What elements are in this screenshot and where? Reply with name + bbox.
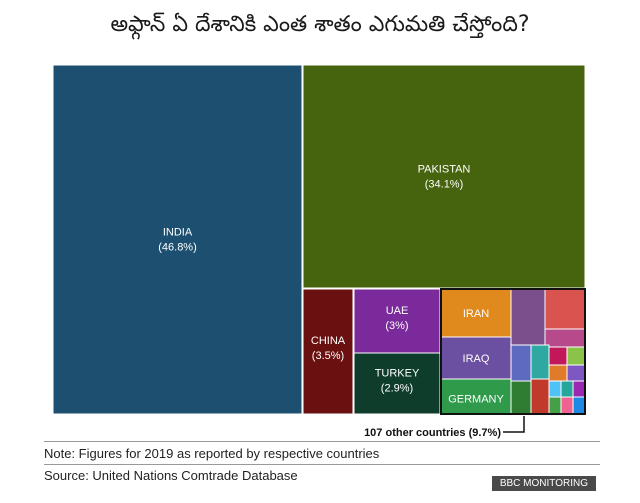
other-countries-label: 107 other countries (9.7%): [364, 427, 501, 439]
other-country-cell: [548, 396, 562, 415]
treemap-label-iraq: IRAQ: [463, 353, 490, 365]
treemap-label-pakistan: PAKISTAN: [418, 164, 471, 176]
other-country-cell: [548, 346, 568, 366]
other-countries-outline: [440, 288, 586, 415]
chart-source: Source: United Nations Comtrade Database: [44, 468, 298, 483]
other-country-cell: [572, 380, 586, 398]
treemap-cell-pakistan: [302, 64, 586, 289]
other-country-cell: [548, 380, 562, 398]
other-country-cell: [530, 378, 550, 415]
treemap-value-uae: (3%): [385, 320, 408, 332]
other-country-cell: [566, 346, 586, 366]
other-country-cell: [544, 328, 586, 348]
treemap-label-turkey: TURKEY: [375, 367, 420, 379]
treemap-cell-india: [52, 64, 303, 415]
treemap-cell-uae: [353, 288, 441, 354]
divider-top: [44, 441, 600, 442]
other-country-cell: [544, 288, 586, 330]
other-country-cell: [566, 364, 586, 382]
other-country-cell: [560, 380, 574, 398]
other-country-cell: [510, 380, 532, 415]
treemap-label-iran: IRAN: [463, 308, 489, 320]
treemap-label-india: INDIA: [163, 227, 193, 239]
other-country-cell: [530, 344, 550, 380]
other-country-cell: [560, 396, 574, 415]
treemap-value-turkey: (2.9%): [381, 382, 413, 394]
treemap-label-germany: GERMANY: [448, 393, 504, 405]
treemap-cell-china: [302, 288, 354, 415]
treemap-cell-turkey: [353, 352, 441, 415]
bbc-monitoring-badge: BBC MONITORING: [491, 476, 596, 491]
chart-title: అఫ్గాన్ ఏ దేశానికి ఎంత శాతం ఎగుమతి చేస్త…: [110, 12, 530, 37]
other-country-cell: [572, 396, 586, 415]
treemap-value-china: (3.5%): [312, 350, 344, 362]
treemap-label-china: CHINA: [311, 335, 346, 347]
other-countries-bracket: [503, 416, 525, 433]
other-country-cell: [510, 344, 532, 382]
other-country-cell: [510, 288, 546, 346]
other-country-cell: [548, 364, 568, 382]
divider-bottom: [44, 464, 600, 465]
treemap-value-pakistan: (34.1%): [425, 179, 464, 191]
treemap-value-india: (46.8%): [158, 242, 197, 254]
chart-note: Note: Figures for 2019 as reported by re…: [44, 446, 380, 461]
treemap-label-uae: UAE: [386, 305, 409, 317]
